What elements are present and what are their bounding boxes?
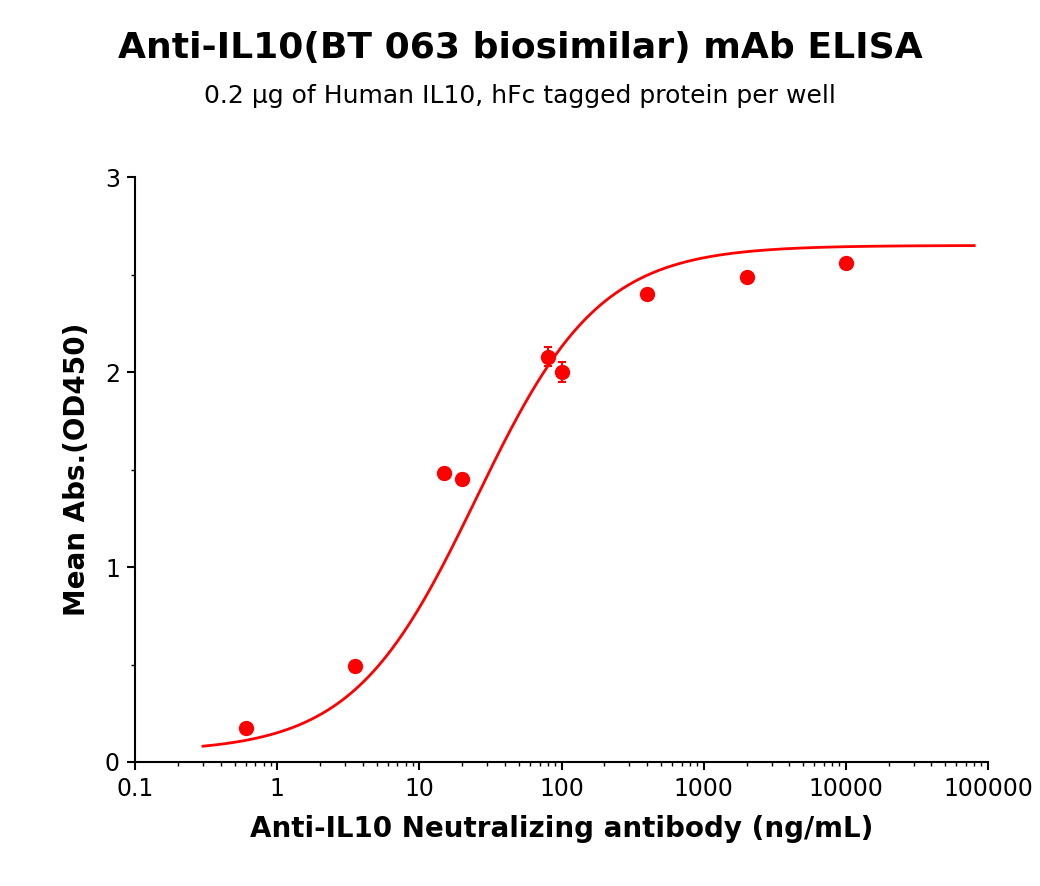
Text: Anti-IL10(BT 063 biosimilar) mAb ELISA: Anti-IL10(BT 063 biosimilar) mAb ELISA xyxy=(118,31,922,65)
X-axis label: Anti-IL10 Neutralizing antibody (ng/mL): Anti-IL10 Neutralizing antibody (ng/mL) xyxy=(250,815,874,843)
Y-axis label: Mean Abs.(OD450): Mean Abs.(OD450) xyxy=(63,323,92,617)
Text: 0.2 μg of Human IL10, hFc tagged protein per well: 0.2 μg of Human IL10, hFc tagged protein… xyxy=(204,84,836,108)
